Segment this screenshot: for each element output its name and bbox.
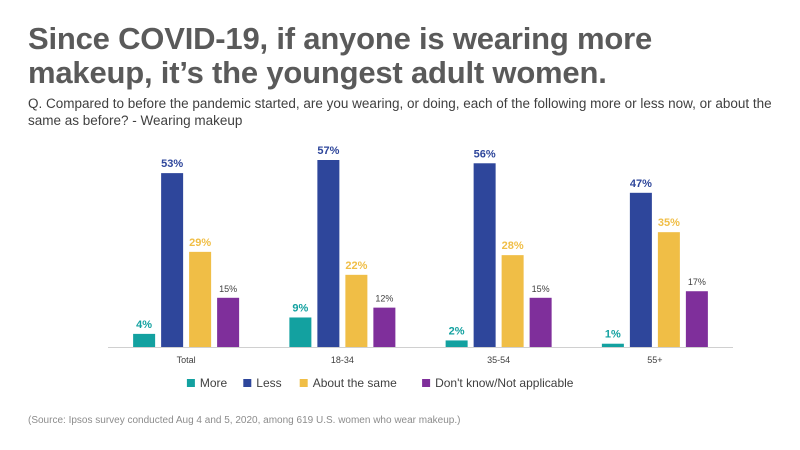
bar-more-18-34 xyxy=(289,317,312,347)
bar-about-the-same-55- xyxy=(657,232,680,347)
bar-less-55- xyxy=(629,192,652,347)
x-tick-label: 55+ xyxy=(647,355,662,365)
data-label: 15% xyxy=(219,284,237,294)
data-label: 1% xyxy=(605,329,621,341)
bar-about-the-same-35-54 xyxy=(501,255,524,347)
bar-about-the-same-18-34 xyxy=(345,274,368,347)
bar-more-total xyxy=(133,333,156,347)
data-label: 15% xyxy=(532,284,550,294)
x-tick-label: 35-54 xyxy=(487,355,510,365)
legend-swatch-don-t-know-not-applicable xyxy=(422,379,431,387)
bar-don-t-know-not-applicable-18-34 xyxy=(373,307,396,347)
x-tick-label: 18-34 xyxy=(331,355,354,365)
data-label: 22% xyxy=(345,260,367,272)
data-label: 35% xyxy=(658,217,680,229)
legend-label: Don't know/Not applicable xyxy=(435,376,574,390)
bar-don-t-know-not-applicable-55- xyxy=(685,291,708,347)
data-label: 47% xyxy=(630,178,652,190)
bar-less-35-54 xyxy=(473,163,496,347)
legend-swatch-more xyxy=(186,379,195,387)
bar-less-18-34 xyxy=(317,160,340,347)
source-note: (Source: Ipsos survey conducted Aug 4 an… xyxy=(28,415,461,426)
data-label: 29% xyxy=(189,237,211,249)
bar-about-the-same-total xyxy=(189,251,212,347)
bar-more-55- xyxy=(601,343,624,347)
data-label: 9% xyxy=(292,302,308,314)
data-label: 12% xyxy=(375,294,393,304)
chart-title: Since COVID-19, if anyone is wearing mor… xyxy=(28,21,653,90)
bar-more-35-54 xyxy=(445,340,468,347)
bar-don-t-know-not-applicable-35-54 xyxy=(529,297,552,347)
data-label: 4% xyxy=(136,319,152,331)
x-tick-label: Total xyxy=(177,355,196,365)
data-label: 53% xyxy=(161,158,183,170)
data-label: 28% xyxy=(502,240,524,252)
data-label: 57% xyxy=(317,145,339,157)
data-label: 2% xyxy=(449,325,465,337)
data-label: 17% xyxy=(688,277,706,287)
legend-label: More xyxy=(200,376,228,390)
survey-question: Q. Compared to before the pandemic start… xyxy=(28,96,772,128)
legend-label: Less xyxy=(256,376,281,390)
bar-don-t-know-not-applicable-total xyxy=(217,297,240,347)
legend-swatch-less xyxy=(243,379,252,387)
legend-label: About the same xyxy=(313,376,397,390)
bar-less-total xyxy=(161,173,184,347)
data-label: 56% xyxy=(474,148,496,160)
legend-swatch-about-the-same xyxy=(299,379,308,387)
